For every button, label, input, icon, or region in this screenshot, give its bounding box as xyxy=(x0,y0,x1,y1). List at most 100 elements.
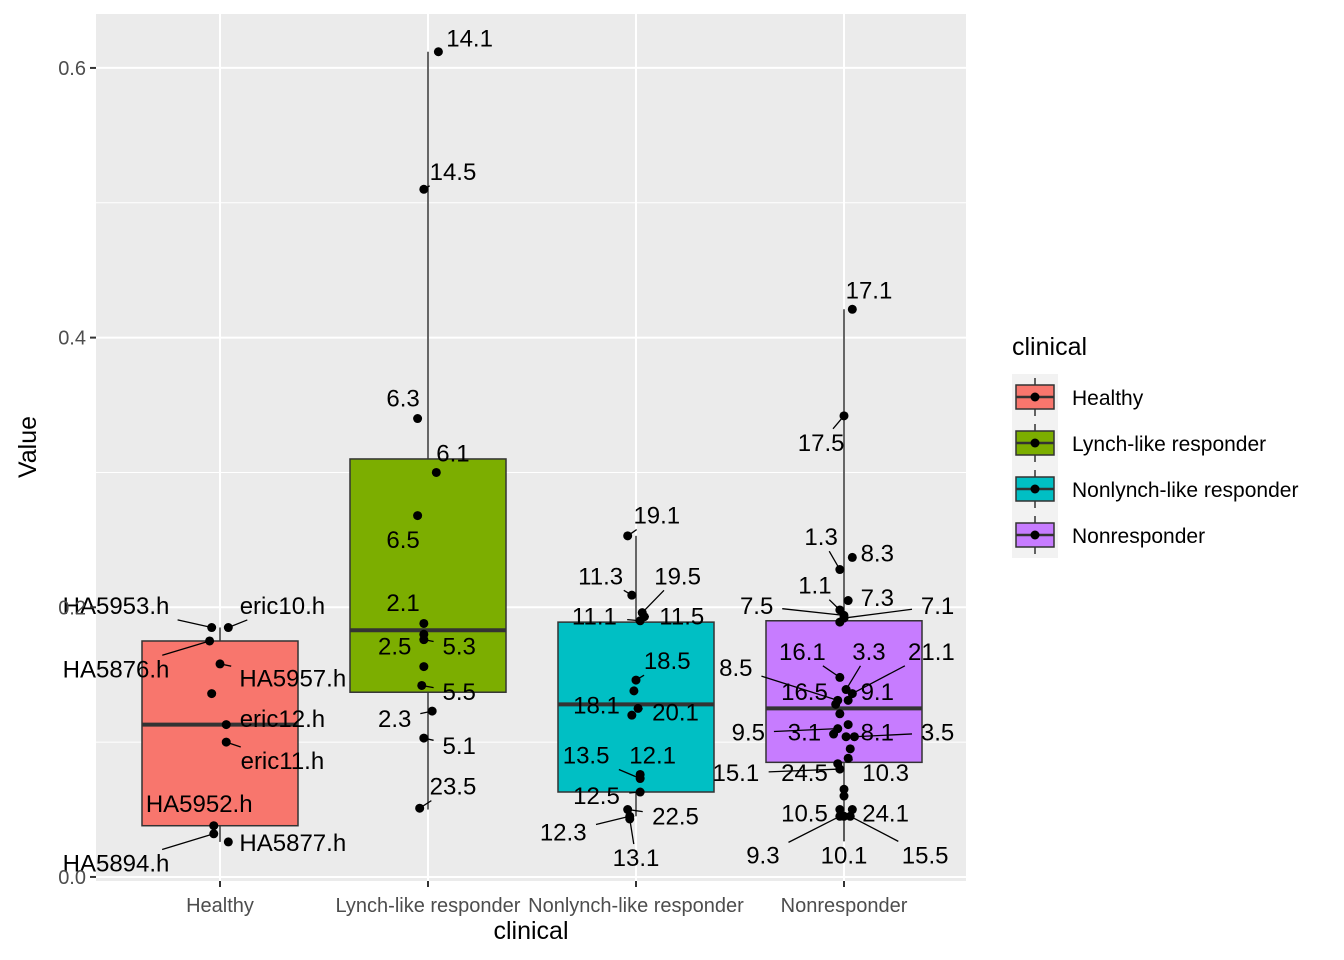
data-point xyxy=(831,699,841,709)
leader-line xyxy=(773,727,838,733)
data-point xyxy=(845,744,855,754)
x-axis-title: clinical xyxy=(493,917,568,945)
point-label: 5.1 xyxy=(443,733,476,760)
data-point xyxy=(839,811,849,821)
data-point xyxy=(847,304,857,314)
point-label: 10.5 xyxy=(781,801,828,828)
data-point xyxy=(843,720,853,730)
point-label: 7.3 xyxy=(861,585,894,612)
point-label: 18.5 xyxy=(644,648,691,675)
data-point xyxy=(635,787,645,797)
point-label: 3.5 xyxy=(921,720,954,747)
data-point xyxy=(627,710,637,720)
point-label: HA5953.h xyxy=(63,593,170,620)
point-label: 11.3 xyxy=(578,563,623,590)
data-point xyxy=(223,623,233,633)
data-point xyxy=(415,803,425,813)
data-point xyxy=(413,414,423,424)
point-label: HA5876.h xyxy=(63,656,170,683)
data-point xyxy=(631,675,641,685)
x-tick-label: Nonlynch-like responder xyxy=(528,895,744,917)
y-tick-label: 0.6 xyxy=(58,58,86,80)
data-point xyxy=(207,689,217,699)
x-tick-label: Nonresponder xyxy=(781,895,908,917)
point-label: 13.1 xyxy=(613,845,660,872)
data-point xyxy=(433,47,443,57)
point-label: 17.5 xyxy=(798,430,845,457)
leader-line xyxy=(782,608,845,617)
point-label: 5.3 xyxy=(443,633,476,660)
data-point xyxy=(627,590,637,600)
data-point xyxy=(639,612,649,622)
y-tick-label: 0.0 xyxy=(58,867,86,889)
point-label: 24.1 xyxy=(862,801,909,828)
point-label: eric10.h xyxy=(240,593,325,620)
leader-line xyxy=(641,589,665,614)
point-label: 3.3 xyxy=(852,639,885,666)
data-point xyxy=(835,617,845,627)
data-point xyxy=(413,511,423,521)
point-label: 11.5 xyxy=(659,604,704,631)
point-label: HA5877.h xyxy=(239,830,346,857)
point-label: 16.1 xyxy=(779,639,826,666)
point-label: 9.3 xyxy=(746,842,779,869)
data-point xyxy=(431,467,441,477)
point-label: HA5952.h xyxy=(146,791,253,818)
data-point xyxy=(629,686,639,696)
point-label: 6.3 xyxy=(386,385,419,412)
point-label: 6.5 xyxy=(386,527,419,554)
data-point xyxy=(625,814,635,824)
data-points xyxy=(205,47,859,847)
data-point xyxy=(843,596,853,606)
point-label: eric11.h xyxy=(241,748,325,775)
leader-line xyxy=(177,619,212,629)
legend-title: clinical xyxy=(1012,333,1087,361)
legend-key-point xyxy=(1030,392,1040,402)
point-label: 18.1 xyxy=(573,693,620,720)
point-label: 3.1 xyxy=(788,720,821,747)
y-tick-label: 0.2 xyxy=(58,597,86,619)
leader-line xyxy=(849,815,899,842)
point-label: HA5957.h xyxy=(239,666,346,693)
data-point xyxy=(849,732,859,742)
point-label: eric12.h xyxy=(240,706,325,733)
leader-line xyxy=(595,815,630,826)
data-point xyxy=(833,724,843,734)
data-point xyxy=(209,821,219,831)
data-point xyxy=(417,680,427,690)
point-label: 11.1 xyxy=(572,604,617,631)
data-point xyxy=(835,805,845,815)
point-label: 1.3 xyxy=(804,524,837,551)
legend-key-point xyxy=(1030,530,1040,540)
point-labels: HA5953.h eric10.h HA5876.h HA5957.h eric12.h… xyxy=(63,25,955,877)
data-point xyxy=(221,720,231,730)
leader-line xyxy=(852,665,906,695)
data-point xyxy=(419,184,429,194)
data-point xyxy=(419,618,429,628)
point-label: 24.5 xyxy=(781,760,828,787)
data-point xyxy=(835,672,845,682)
data-point xyxy=(835,565,845,575)
point-label: 5.5 xyxy=(443,679,476,706)
x-tick-label: Healthy xyxy=(186,895,254,917)
leader-line xyxy=(788,815,841,843)
legend-label: Lynch-like responder xyxy=(1072,433,1266,456)
data-point xyxy=(835,709,845,719)
point-label: 13.5 xyxy=(563,743,610,770)
point-label: 10.1 xyxy=(821,842,868,869)
point-label: 10.3 xyxy=(862,760,909,787)
point-label: 7.1 xyxy=(921,593,954,620)
data-point xyxy=(843,753,853,763)
point-label: 16.5 xyxy=(781,679,828,706)
legend: clinical Healthy Lynch-like responder Nonl… xyxy=(1012,333,1298,558)
point-label: 15.5 xyxy=(902,842,949,869)
point-label: 12.1 xyxy=(629,743,676,770)
legend-label: Nonlynch-like responder xyxy=(1072,479,1298,502)
point-label: 14.5 xyxy=(430,159,477,186)
point-label: 2.1 xyxy=(386,590,419,617)
legend-label: Nonresponder xyxy=(1072,525,1205,548)
data-point xyxy=(839,411,849,421)
legend-key-point xyxy=(1030,438,1040,448)
leader-line xyxy=(854,733,913,738)
point-label: 9.5 xyxy=(732,720,765,747)
